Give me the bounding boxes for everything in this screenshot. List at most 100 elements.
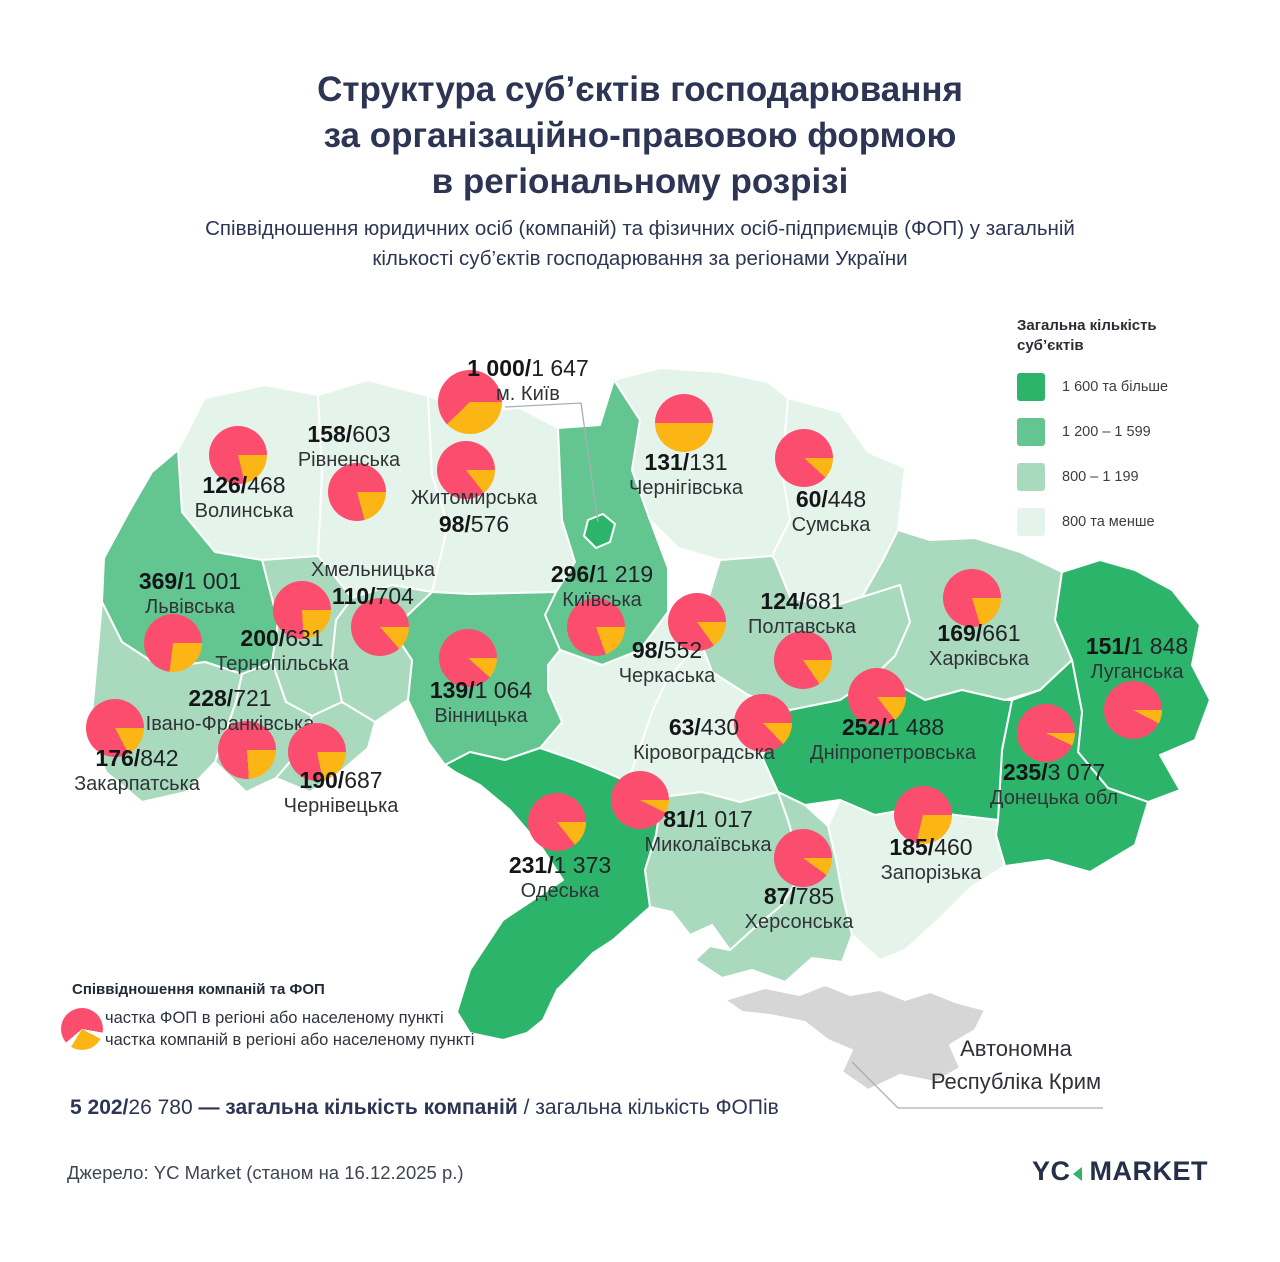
title-line-1: Структура суб’єктів господарювання xyxy=(317,70,963,109)
region-values: 252/1 488 xyxy=(841,714,945,740)
legend-label: 1 200 – 1 599 xyxy=(1062,424,1151,440)
region-values: 131/131 xyxy=(644,449,728,475)
region-shape-odeska xyxy=(444,747,663,1041)
pie-chart-KS xyxy=(774,829,832,887)
region-values: 60/448 xyxy=(795,486,867,512)
region-name: Запорізька xyxy=(880,862,982,884)
source-note: Джерело: YC Market (станом на 16.12.2025… xyxy=(67,1162,464,1183)
pie-chart-ZP xyxy=(894,786,952,844)
region-label-ZP: 185/460 Запорізька xyxy=(881,834,982,886)
region-label-CH: 131/131 Чернігівська xyxy=(629,449,743,501)
title-line-2: за організаційно-правовою формою xyxy=(323,116,957,155)
region-label-ZK: 176/842 Закарпатська xyxy=(74,745,200,797)
pie-chart-LV xyxy=(144,614,202,672)
region-name: Харківська xyxy=(929,648,1029,670)
subtitle-line-1: Співвідношення юридичних осіб (компаній)… xyxy=(205,217,1075,240)
region-label-KYO: 296/1 219 Київська xyxy=(551,561,653,613)
crimea-label: Автономна Республіка Крим xyxy=(930,1036,1102,1094)
region-label-KC: 1 000/1 647 м. Київ xyxy=(467,355,589,407)
pie-chart-TE xyxy=(273,581,331,639)
pie-chart-CV xyxy=(288,723,346,781)
region-name: Сумська xyxy=(791,514,871,536)
legend-label: 800 та менше xyxy=(1062,514,1155,530)
region-values: 228/721 xyxy=(188,685,272,711)
pie-chart-CHK xyxy=(668,593,726,651)
region-name: Херсонська xyxy=(744,911,854,933)
region-values: 176/842 xyxy=(95,745,179,771)
region-name: Тернопільська xyxy=(215,653,349,675)
pie-chart-IF xyxy=(218,721,276,779)
region-values: 158/603 xyxy=(307,421,391,447)
legend-title: Загальна кількість суб’єктів xyxy=(1017,317,1157,354)
region-name: Вінницька xyxy=(434,705,528,727)
region-label-LU: 151/1 848 Луганська xyxy=(1086,633,1188,685)
region-values: 87/785 xyxy=(763,883,835,909)
legend-item-1200-1599: 1 200 – 1 599 xyxy=(1017,418,1267,446)
region-name: Івано-Франківська xyxy=(145,713,315,735)
pie-chart-ZK xyxy=(86,699,144,757)
region-label-CHK: 98/552 Черкаська xyxy=(619,637,716,689)
region-name: Луганська xyxy=(1090,661,1184,683)
pie-chart-KM xyxy=(351,598,409,656)
pie-chart-LU xyxy=(1104,681,1162,739)
region-name: Рівненська xyxy=(297,449,401,471)
legend-swatch-light-green xyxy=(1017,463,1045,491)
region-values: 169/661 xyxy=(937,620,1021,646)
region-label-KR: 63/430 Кіровоградська xyxy=(633,714,775,766)
pie-chart-KYO xyxy=(567,598,625,656)
region-name: Львівська xyxy=(145,596,235,618)
logo-market: MARKET xyxy=(1089,1156,1208,1186)
legend-item-1600-plus: 1 600 та більше xyxy=(1017,373,1267,401)
legend-label: 800 – 1 199 xyxy=(1062,469,1139,485)
region-label-DP: 252/1 488 Дніпропетровська xyxy=(810,714,976,766)
pie-chart-MY xyxy=(611,771,669,829)
region-name: Чернівецька xyxy=(283,795,399,817)
ratio-legend-title: Співвідношення компаній та ФОП xyxy=(72,981,325,998)
region-label-KH: 169/661 Харківська xyxy=(929,620,1029,672)
region-label-IF: 228/721 Івано-Франківська xyxy=(146,685,315,737)
region-name: Чернігівська xyxy=(629,477,743,499)
region-values: 151/1 848 xyxy=(1085,633,1189,659)
region-name: Дніпропетровська xyxy=(810,742,976,764)
page-subtitle: Співвідношення юридичних осіб (компаній)… xyxy=(0,214,1280,274)
region-label-MY: 81/1 017 Миколаївська xyxy=(645,806,772,858)
pie-chart-CH xyxy=(655,394,713,452)
region-values: 231/1 373 xyxy=(508,852,612,878)
legend-swatch-pale-green xyxy=(1017,508,1045,536)
region-values: 81/1 017 xyxy=(663,806,753,832)
region-name: Донецька обл xyxy=(989,787,1119,809)
ratio-legend-items: частка ФОП в регіоні або населеному пунк… xyxy=(105,1007,474,1051)
logo-triangle-icon xyxy=(1072,1167,1082,1181)
pie-chart-SU xyxy=(775,429,833,487)
totals-summary: 5 202/26 780 — загальна кількість компан… xyxy=(70,1096,779,1119)
region-values: 139/1 064 xyxy=(429,677,533,703)
region-label-SU: 60/448 Сумська xyxy=(792,486,871,538)
region-name: Закарпатська xyxy=(74,773,200,795)
region-shape-kyiv-city xyxy=(583,513,616,549)
ratio-item-company: частка компаній в регіоні або населеному… xyxy=(105,1031,475,1049)
region-name: Київська xyxy=(562,589,642,611)
region-values: 63/430 xyxy=(668,714,740,740)
region-label-DN: 235/3 077 Донецька обл xyxy=(990,759,1118,811)
region-name: Кіровоградська xyxy=(633,742,775,764)
region-label-LV: 369/1 001 Львівська xyxy=(139,568,241,620)
region-name: Черкаська xyxy=(618,665,716,687)
total-count-legend: Загальна кількість суб’єктів 1 600 та бі… xyxy=(1017,316,1267,536)
region-label-VO: 126/468 Волинська xyxy=(195,472,294,524)
pie-chart-PL xyxy=(774,631,832,689)
region-name: Миколаївська xyxy=(644,834,772,856)
pie-chart-OD xyxy=(528,793,586,851)
pie-chart-DN xyxy=(1017,704,1075,762)
region-values: 235/3 077 xyxy=(1002,759,1106,785)
logo-yc: YC xyxy=(1031,1156,1071,1186)
legend-swatch-bright-green xyxy=(1017,373,1045,401)
legend-item-800-1199: 800 – 1 199 xyxy=(1017,463,1267,491)
pie-chart-DP xyxy=(848,668,906,726)
region-values: 1 000/1 647 xyxy=(467,355,589,381)
region-label-KM: Хмельницька 110/704 xyxy=(311,557,435,609)
legend-item-800-less: 800 та менше xyxy=(1017,508,1267,536)
pie-chart-RV xyxy=(328,463,386,521)
region-name: Хмельницька xyxy=(310,559,436,581)
